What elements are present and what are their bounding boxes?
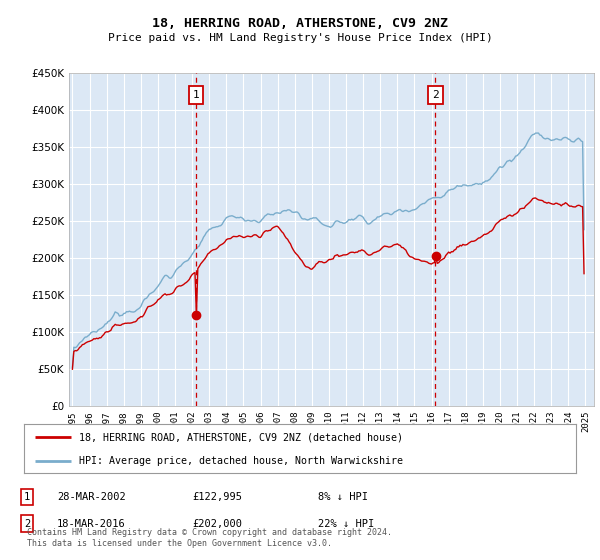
Text: 2: 2: [24, 519, 30, 529]
Text: 18, HERRING ROAD, ATHERSTONE, CV9 2NZ (detached house): 18, HERRING ROAD, ATHERSTONE, CV9 2NZ (d…: [79, 432, 403, 442]
Text: 8% ↓ HPI: 8% ↓ HPI: [318, 492, 368, 502]
Text: 22% ↓ HPI: 22% ↓ HPI: [318, 519, 374, 529]
Text: Contains HM Land Registry data © Crown copyright and database right 2024.
This d: Contains HM Land Registry data © Crown c…: [27, 528, 392, 548]
Text: 28-MAR-2002: 28-MAR-2002: [57, 492, 126, 502]
Text: 18-MAR-2016: 18-MAR-2016: [57, 519, 126, 529]
Text: 1: 1: [24, 492, 30, 502]
Text: £122,995: £122,995: [192, 492, 242, 502]
Text: 1: 1: [193, 90, 199, 100]
Text: 18, HERRING ROAD, ATHERSTONE, CV9 2NZ: 18, HERRING ROAD, ATHERSTONE, CV9 2NZ: [152, 17, 448, 30]
Text: HPI: Average price, detached house, North Warwickshire: HPI: Average price, detached house, Nort…: [79, 456, 403, 466]
Text: 2: 2: [432, 90, 439, 100]
Text: Price paid vs. HM Land Registry's House Price Index (HPI): Price paid vs. HM Land Registry's House …: [107, 33, 493, 43]
Text: £202,000: £202,000: [192, 519, 242, 529]
